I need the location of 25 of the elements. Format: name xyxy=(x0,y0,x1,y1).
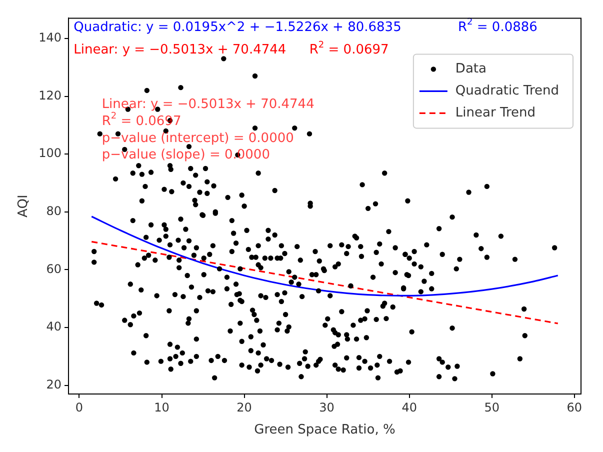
x-tick-label: 0 xyxy=(75,400,84,414)
y-tick-label: 100 xyxy=(38,146,62,160)
x-tick-label: 40 xyxy=(402,400,417,414)
x-axis-title: Green Space Ratio, % xyxy=(254,422,396,438)
x-tick-label: 60 xyxy=(566,400,582,414)
y-tick-label: 40 xyxy=(46,320,62,334)
annotation: Linear: y = −0.5013x + 70.4744 xyxy=(74,42,286,58)
x-tick-label: 10 xyxy=(154,400,170,414)
legend-label: Quadratic Trend xyxy=(455,84,560,99)
line-series xyxy=(90,216,559,297)
legend-label: Linear Trend xyxy=(455,106,536,121)
x-tick-label: 20 xyxy=(236,400,252,414)
annotation: Quadratic: y = 0.0195x^2 + −1.5226x + 80.6835 xyxy=(74,20,402,35)
y-tick-label: 20 xyxy=(46,377,62,392)
annotation: p−value (intercept) = 0.0000 xyxy=(102,130,294,146)
y-tick-label: 60 xyxy=(46,262,62,276)
x-tick-label: 50 xyxy=(484,400,500,414)
y-tick-label: 120 xyxy=(38,88,62,102)
y-tick-label: 140 xyxy=(38,30,62,45)
legend-label: Data xyxy=(455,62,486,77)
y-axis-title: AQI xyxy=(16,194,32,218)
annotation: p−value (slope) = 0.0000 xyxy=(102,148,270,163)
y-tick-label: 80 xyxy=(46,204,62,218)
x-tick-label: 30 xyxy=(319,400,334,414)
annotation: Linear: y = −0.5013x + 70.4744 xyxy=(102,97,314,112)
